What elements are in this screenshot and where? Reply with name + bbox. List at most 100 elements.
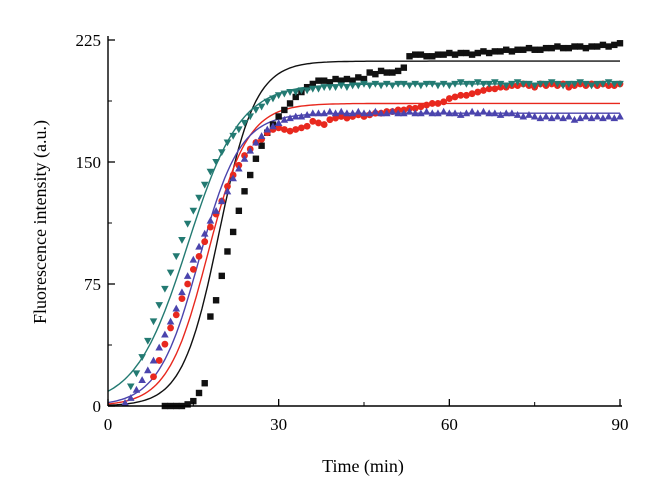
data-point bbox=[616, 112, 624, 120]
data-point bbox=[240, 119, 249, 127]
data-point bbox=[570, 80, 579, 88]
data-point bbox=[485, 49, 493, 57]
data-point bbox=[406, 53, 413, 60]
x-tick-label: 0 bbox=[104, 415, 113, 434]
data-point bbox=[150, 373, 157, 381]
data-point bbox=[525, 44, 533, 52]
data-point bbox=[337, 107, 346, 115]
data-point bbox=[337, 113, 345, 120]
data-point bbox=[360, 109, 368, 117]
data-point bbox=[559, 82, 567, 90]
data-point bbox=[388, 107, 397, 115]
data-point bbox=[503, 46, 510, 53]
data-point bbox=[542, 44, 550, 52]
data-point bbox=[132, 385, 141, 393]
data-point bbox=[388, 82, 397, 90]
data-point bbox=[338, 77, 345, 84]
data-point bbox=[480, 48, 487, 55]
data-point bbox=[223, 187, 232, 195]
data-point bbox=[588, 43, 595, 50]
data-point bbox=[440, 51, 447, 58]
data-point bbox=[382, 109, 391, 117]
data-point bbox=[247, 171, 254, 179]
data-point bbox=[343, 109, 351, 117]
data-point bbox=[593, 80, 602, 88]
data-point bbox=[229, 228, 237, 236]
data-point bbox=[212, 158, 220, 166]
data-point bbox=[172, 311, 180, 319]
data-point bbox=[371, 80, 380, 88]
data-point bbox=[547, 114, 556, 122]
data-point bbox=[463, 91, 470, 99]
data-point bbox=[166, 317, 175, 325]
data-point bbox=[496, 111, 505, 118]
data-point bbox=[320, 77, 328, 84]
data-point bbox=[218, 272, 225, 280]
data-point bbox=[400, 80, 408, 88]
data-point bbox=[520, 46, 527, 53]
data-point bbox=[281, 106, 288, 114]
data-point bbox=[519, 80, 528, 88]
data-point bbox=[553, 80, 562, 88]
data-point bbox=[456, 79, 465, 87]
y-axis-title: Fluorescence intensity (a.u.) bbox=[30, 120, 51, 324]
data-point bbox=[491, 109, 499, 117]
data-point bbox=[178, 237, 186, 244]
data-point bbox=[417, 109, 425, 117]
data-point bbox=[422, 107, 431, 115]
data-point bbox=[536, 114, 545, 122]
data-point bbox=[365, 82, 374, 90]
data-point bbox=[582, 112, 590, 120]
data-point bbox=[525, 80, 533, 88]
data-point bbox=[536, 80, 545, 88]
data-point bbox=[354, 107, 363, 115]
data-point bbox=[190, 397, 197, 405]
data-point bbox=[423, 53, 430, 60]
data-point bbox=[178, 288, 186, 296]
data-point bbox=[400, 64, 408, 71]
data-point bbox=[530, 82, 539, 90]
data-point bbox=[485, 109, 493, 117]
data-point bbox=[576, 43, 584, 50]
data-point bbox=[286, 100, 294, 107]
data-point bbox=[611, 41, 618, 49]
data-point bbox=[195, 389, 203, 397]
data-point bbox=[610, 114, 619, 122]
data-point bbox=[479, 80, 488, 88]
series-1-square bbox=[161, 40, 624, 410]
data-point bbox=[451, 93, 459, 101]
fit-curve-2 bbox=[108, 102, 620, 405]
data-point bbox=[224, 183, 231, 190]
y-tick-label: 150 bbox=[76, 153, 102, 172]
data-point bbox=[491, 85, 499, 93]
data-point bbox=[315, 119, 322, 127]
data-point bbox=[594, 43, 601, 50]
data-point bbox=[167, 324, 174, 332]
data-point bbox=[229, 174, 237, 182]
data-point bbox=[309, 117, 317, 125]
data-point bbox=[554, 43, 561, 50]
data-point bbox=[360, 75, 368, 83]
data-point bbox=[599, 41, 607, 49]
data-point bbox=[172, 253, 181, 261]
data-point bbox=[365, 109, 374, 117]
data-point bbox=[166, 269, 175, 277]
data-point bbox=[548, 44, 555, 52]
data-point bbox=[275, 113, 282, 120]
data-point bbox=[474, 88, 482, 96]
data-point bbox=[269, 122, 277, 130]
data-point bbox=[257, 103, 266, 111]
data-point bbox=[206, 168, 215, 176]
data-point bbox=[360, 80, 368, 88]
data-point bbox=[616, 40, 624, 47]
data-point bbox=[451, 80, 459, 88]
data-point bbox=[417, 51, 425, 58]
data-point bbox=[155, 357, 163, 364]
data-point bbox=[348, 109, 357, 117]
data-point bbox=[269, 95, 277, 103]
data-point bbox=[519, 112, 528, 120]
data-point bbox=[473, 79, 482, 87]
data-point bbox=[593, 112, 602, 120]
data-point bbox=[138, 354, 146, 361]
data-point bbox=[434, 51, 442, 58]
